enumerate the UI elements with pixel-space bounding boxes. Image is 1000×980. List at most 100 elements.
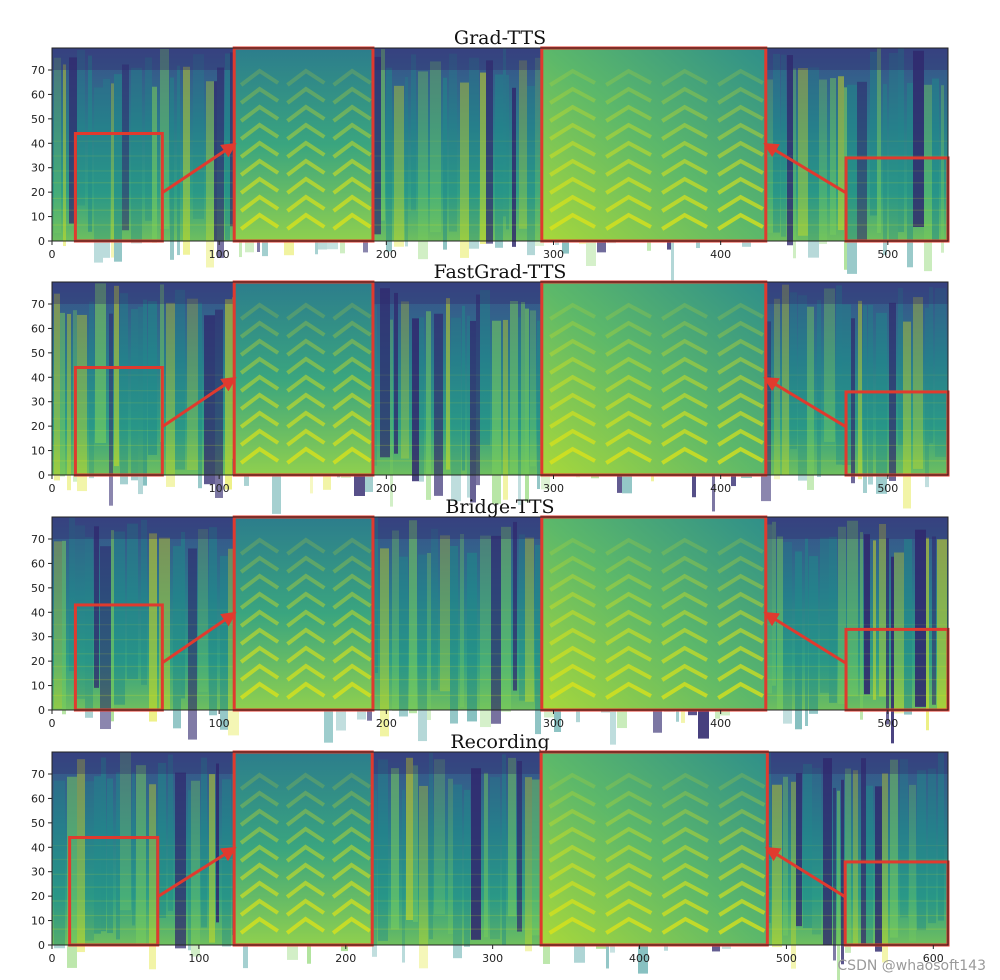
x-tick-label: 100	[209, 248, 230, 261]
y-tick-label: 30	[31, 866, 45, 879]
harmonic-chevron	[239, 428, 372, 447]
spectrogram-stripe	[85, 781, 94, 941]
spectrogram-stripe	[187, 298, 198, 471]
y-tick-label: 40	[31, 371, 45, 384]
spectrogram-stripe	[450, 545, 458, 724]
spectrogram-stripe	[116, 772, 120, 940]
spectrogram-stripe	[160, 284, 164, 443]
spectrogram-stripe	[847, 520, 858, 697]
zoom-inset-image	[234, 752, 373, 945]
harmonic-chevron	[239, 844, 371, 863]
spectrogram-stripe	[883, 84, 887, 255]
spectrogram-stripe	[894, 552, 904, 714]
spectrogram-stripe	[492, 320, 501, 504]
harmonic-chevron	[549, 537, 764, 556]
spectrogram-stripe	[535, 544, 541, 735]
spectrogram-stripe	[131, 67, 142, 244]
harmonic-chevron	[239, 808, 371, 827]
spectrogram-stripe	[426, 311, 431, 500]
spectrogram-stripe	[193, 54, 204, 219]
spectrogram-stripe	[513, 521, 517, 691]
spectrogram-stripe	[913, 297, 923, 469]
spectrogram-stripe	[873, 540, 876, 700]
spectrogram-stripe	[149, 784, 156, 970]
y-tick-label: 60	[31, 792, 45, 805]
spectrogram-stripe	[932, 536, 936, 705]
harmonic-chevron	[239, 410, 372, 429]
x-tick-label: 100	[209, 717, 230, 730]
spectrogram-stripe	[900, 759, 908, 918]
spectrogram-stripe	[54, 541, 62, 709]
harmonic-chevron	[239, 555, 372, 574]
zoom-inset-image	[541, 282, 766, 475]
spectrogram-stripe	[860, 532, 863, 720]
spectrogram-stripe	[470, 320, 476, 503]
y-tick-label: 10	[31, 680, 45, 693]
spectrogram-stripe	[926, 537, 929, 731]
spectrogram-stripe	[476, 294, 480, 486]
spectrogram-stripe	[138, 306, 143, 495]
x-tick-label: 400	[710, 482, 731, 495]
spectrogram-stripe	[774, 298, 780, 480]
harmonic-chevron	[239, 86, 372, 105]
spectrogram-stripe	[60, 312, 65, 477]
harmonic-chevron	[239, 862, 371, 881]
zoom-inset	[232, 46, 375, 243]
harmonic-chevron	[549, 356, 764, 375]
spectrogram-stripe	[209, 774, 215, 943]
y-tick-label: 20	[31, 186, 45, 199]
spectrogram-stripe	[122, 64, 129, 231]
spectrogram-stripe	[434, 759, 445, 915]
harmonic-chevron	[239, 627, 372, 646]
spectrogram-stripe	[418, 554, 427, 742]
spectrogram-stripe	[69, 517, 75, 672]
spectrogram-stripe	[52, 752, 948, 774]
spectrogram-stripe	[166, 302, 175, 487]
x-tick-label: 0	[49, 952, 56, 965]
spectrogram-stripe	[460, 82, 469, 258]
harmonic-chevron	[549, 140, 764, 159]
spectrogram-stripe	[876, 312, 887, 494]
spectrogram-stripe	[77, 759, 85, 953]
spectrogram-stripe	[394, 85, 404, 247]
spectrogram-stripe	[52, 48, 948, 70]
spectrogram-stripe	[853, 770, 858, 946]
spectrogram-stripe	[62, 540, 66, 715]
spectrogram-stripe	[464, 789, 470, 947]
spectrogram-stripe	[807, 306, 814, 490]
spectrogram-stripe	[530, 310, 536, 467]
harmonic-chevron	[239, 898, 371, 917]
spectrogram-stripe	[149, 533, 157, 722]
spectrogram-stripe	[412, 318, 419, 482]
y-tick-label: 0	[38, 235, 45, 248]
harmonic-chevron	[239, 826, 371, 845]
harmonic-chevron	[239, 573, 372, 592]
zoom-inset-image	[234, 282, 373, 475]
x-tick-label: 300	[482, 952, 503, 965]
spectrogram-stripe	[928, 768, 936, 924]
spectrogram-stripe	[222, 779, 231, 947]
spectrogram-stripe	[440, 535, 450, 692]
spectrogram-stripe	[198, 302, 202, 489]
spectrogram-stripe	[114, 285, 119, 467]
x-tick-label: 300	[543, 482, 564, 495]
spectrogram-stripe	[903, 321, 911, 509]
axes-frame	[51, 47, 949, 242]
spectrogram-stripe	[94, 526, 99, 688]
spectrogram-stripe	[819, 79, 827, 245]
zoom-inset	[540, 280, 768, 477]
harmonic-chevron	[549, 410, 764, 429]
x-tick-label: 200	[335, 952, 356, 965]
x-tick-label: 300	[543, 717, 564, 730]
spectrogram-stripe	[391, 768, 399, 930]
spectrogram-stripe	[378, 759, 388, 941]
y-tick-label: 20	[31, 890, 45, 903]
harmonic-chevron	[549, 392, 764, 411]
spectrogram-stripe	[812, 767, 821, 935]
y-tick-label: 40	[31, 137, 45, 150]
spectrogram-stripe	[937, 539, 947, 711]
y-tick-label: 50	[31, 582, 45, 595]
spectrogram-stripe	[380, 288, 390, 458]
harmonic-chevron	[549, 104, 764, 123]
spectrogram-stripe	[842, 304, 851, 466]
